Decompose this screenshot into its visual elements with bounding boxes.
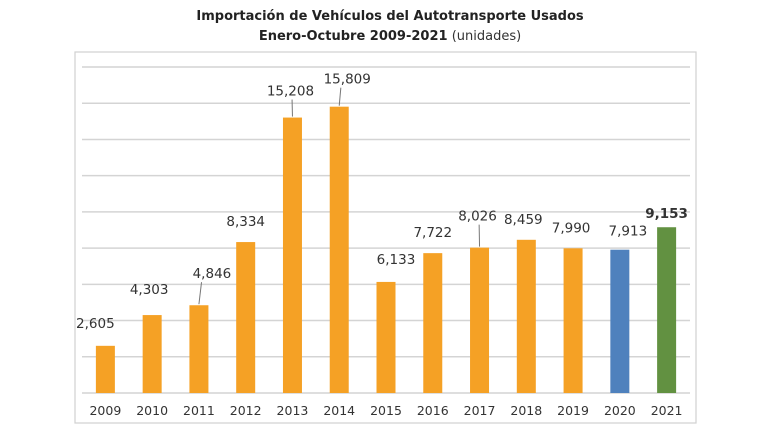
chart-subtitle: Enero-Octubre 2009-2021 bbox=[258, 29, 448, 44]
data-label: 15,208 bbox=[267, 84, 314, 100]
bar-2016 bbox=[423, 253, 443, 393]
chart-subtitle-line: Enero-Octubre 2009-2021 (unidades) bbox=[0, 29, 780, 44]
data-label: 2,605 bbox=[76, 316, 115, 332]
x-tick-label: 2014 bbox=[323, 403, 355, 418]
bar-2009 bbox=[95, 345, 115, 393]
x-tick-label: 2020 bbox=[604, 403, 636, 418]
leader-line bbox=[198, 282, 203, 305]
x-tick-label: 2010 bbox=[136, 403, 168, 418]
data-label: 8,026 bbox=[458, 209, 497, 225]
data-label: 7,990 bbox=[552, 220, 591, 236]
x-tick-label: 2013 bbox=[277, 403, 309, 418]
bar-2014 bbox=[329, 106, 349, 393]
data-label: 4,846 bbox=[193, 266, 232, 282]
data-label: 9,153 bbox=[645, 206, 688, 222]
data-label: 7,913 bbox=[609, 224, 648, 240]
bar-2021 bbox=[657, 227, 677, 393]
bar-2015 bbox=[376, 281, 396, 393]
x-tick-label: 2012 bbox=[230, 403, 262, 418]
chart-unit: (unidades) bbox=[451, 29, 522, 44]
bar-2018 bbox=[516, 239, 536, 393]
bar-2017 bbox=[470, 247, 490, 393]
bar-2012 bbox=[236, 242, 256, 393]
bar-2020 bbox=[610, 249, 630, 393]
x-tick-label: 2017 bbox=[464, 403, 496, 418]
plot-frame bbox=[74, 51, 697, 424]
x-tick-label: 2019 bbox=[557, 403, 589, 418]
x-tick-label: 2016 bbox=[417, 403, 449, 418]
data-label: 4,303 bbox=[130, 282, 169, 298]
bar-2019 bbox=[563, 248, 583, 393]
x-tick-label: 2018 bbox=[510, 403, 542, 418]
bar-2011 bbox=[189, 305, 209, 393]
x-tick-label: 2011 bbox=[183, 403, 215, 418]
x-tick-label: 2009 bbox=[89, 403, 121, 418]
bar-2013 bbox=[282, 117, 302, 393]
data-label: 8,459 bbox=[504, 212, 543, 228]
leader-line bbox=[338, 87, 342, 106]
bar-2010 bbox=[142, 315, 162, 393]
x-tick-label: 2015 bbox=[370, 403, 402, 418]
data-label: 7,722 bbox=[413, 225, 452, 241]
data-label: 6,133 bbox=[377, 252, 416, 268]
data-label: 15,809 bbox=[324, 72, 371, 88]
chart-title: Importación de Vehículos del Autotranspo… bbox=[196, 9, 584, 24]
data-label: 8,334 bbox=[226, 214, 265, 230]
x-tick-label: 2021 bbox=[651, 403, 683, 418]
